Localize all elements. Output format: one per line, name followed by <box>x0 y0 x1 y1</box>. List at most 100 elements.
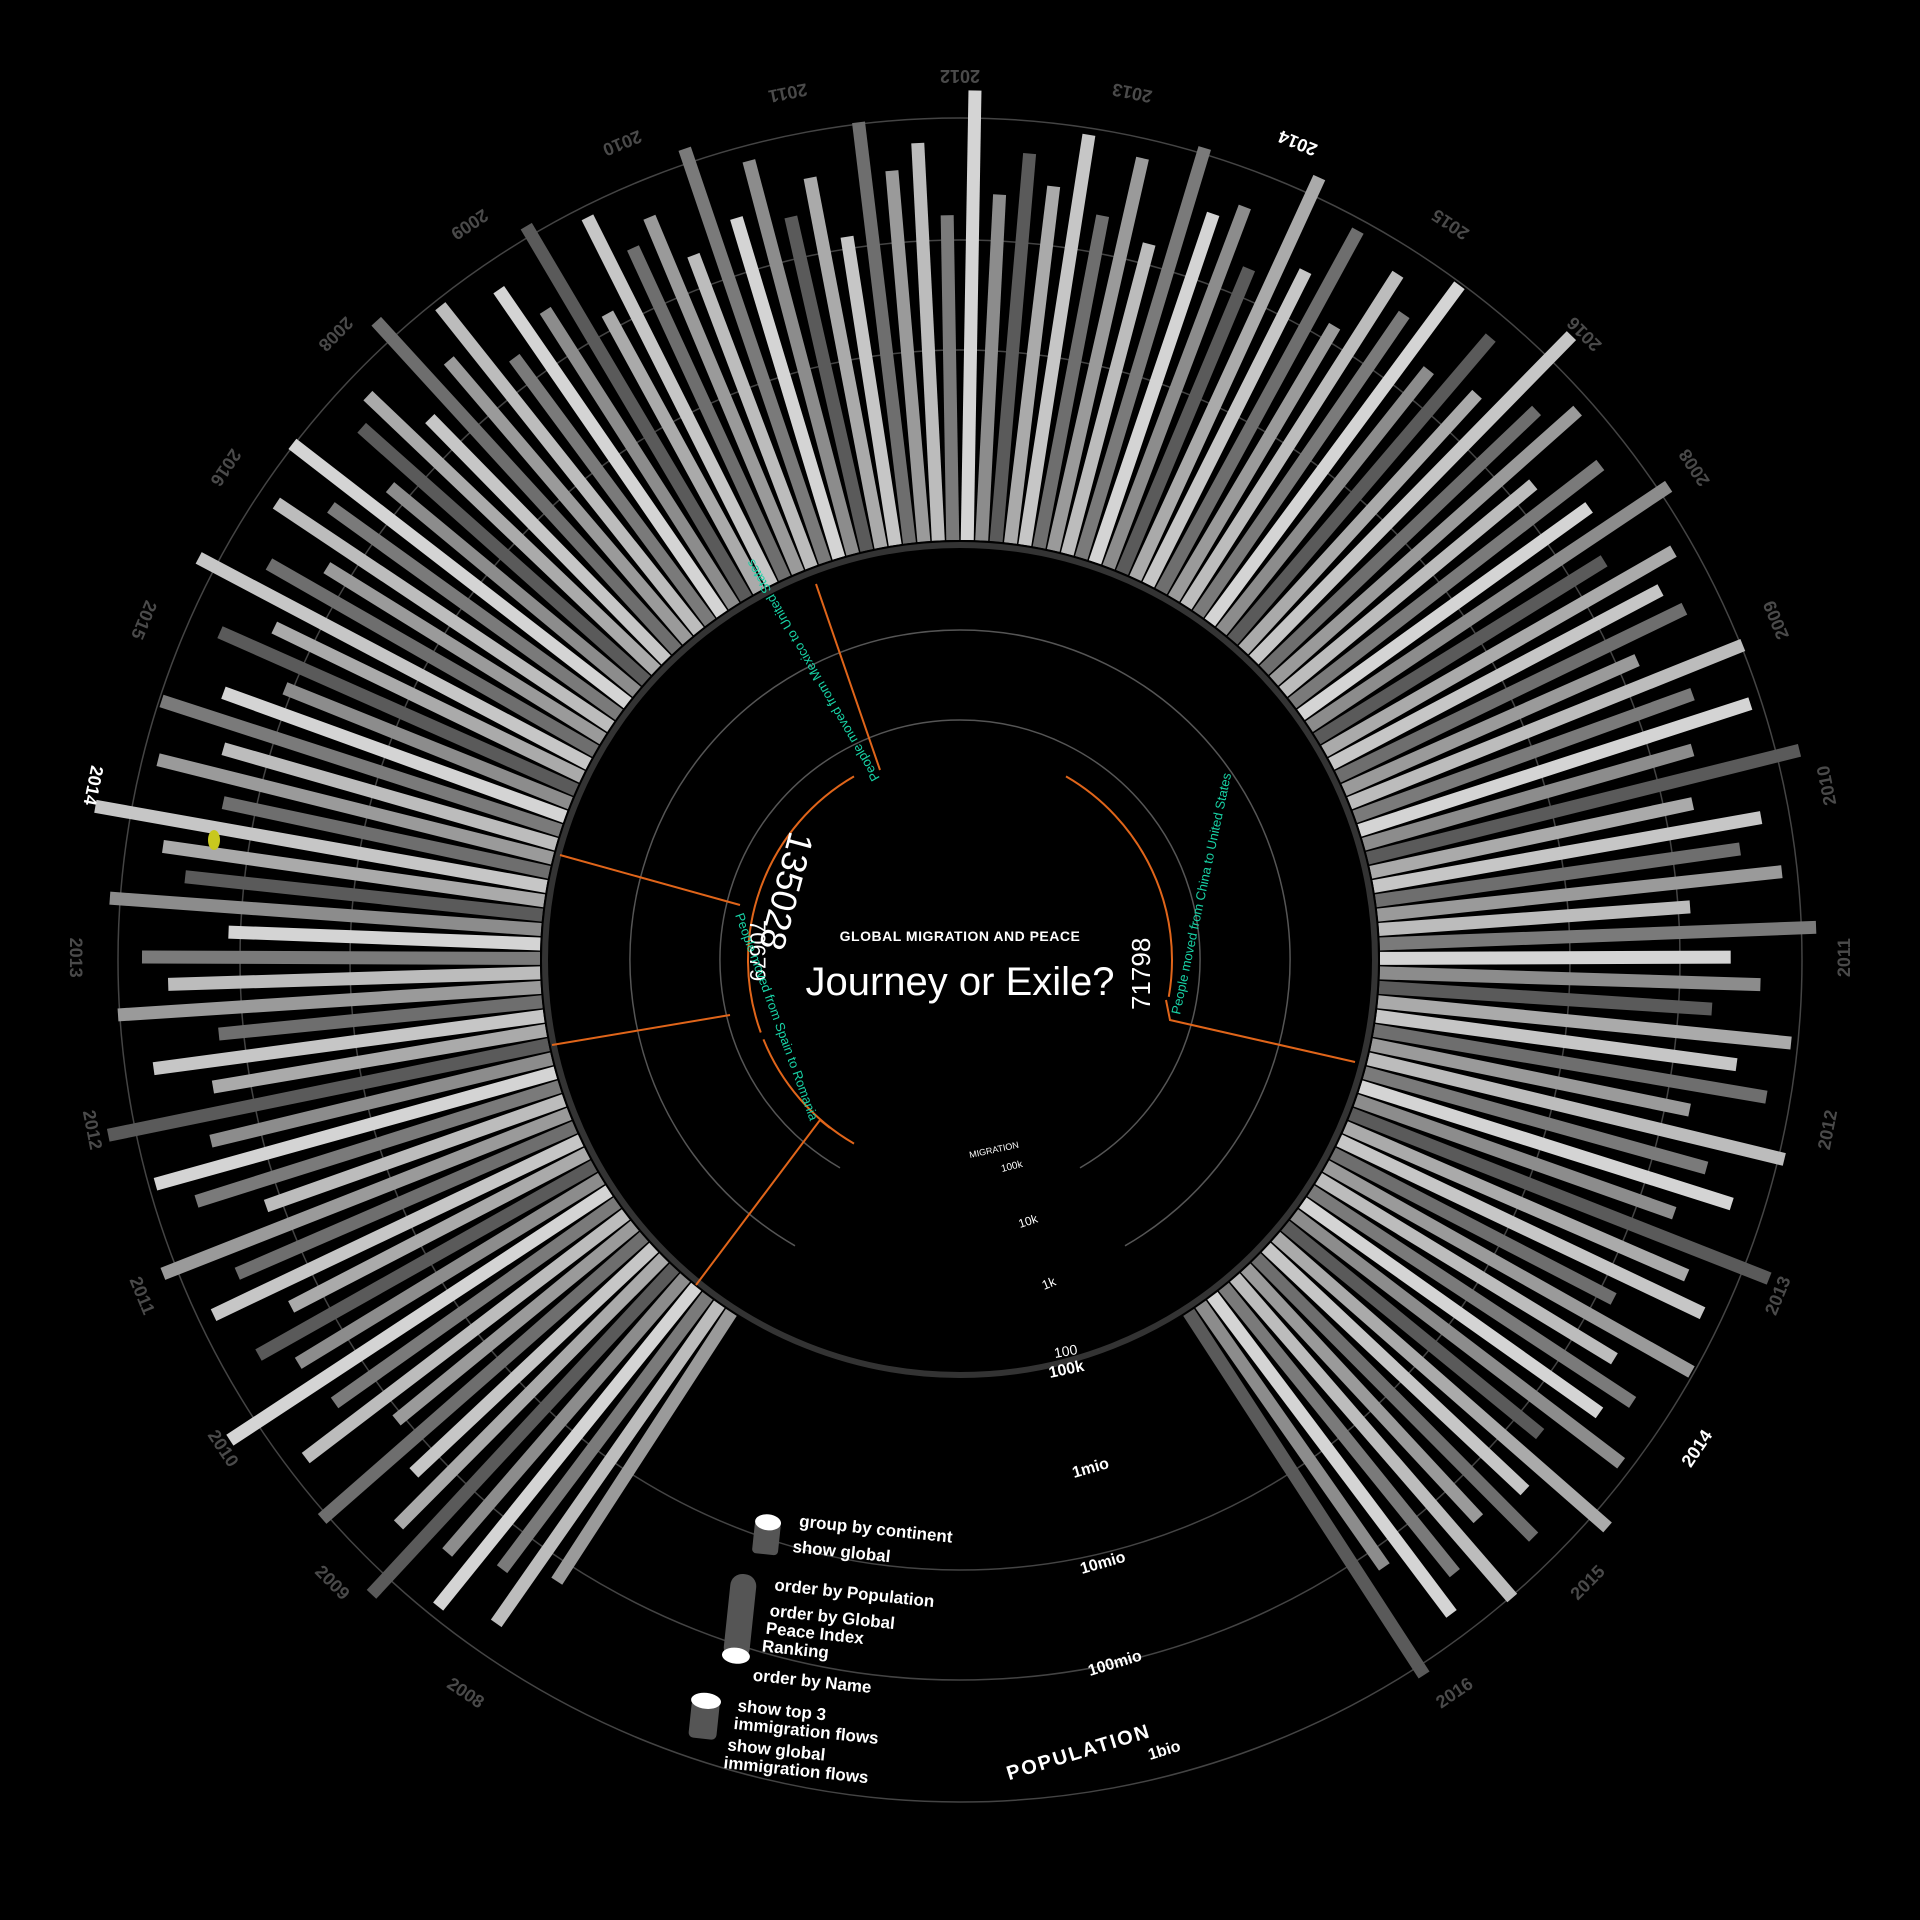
bar[interactable] <box>1271 1231 1612 1533</box>
bar[interactable] <box>960 90 982 541</box>
bar[interactable] <box>234 1121 578 1280</box>
bar[interactable] <box>1369 797 1695 879</box>
bar[interactable] <box>141 950 541 965</box>
bar[interactable] <box>1207 1291 1457 1618</box>
bar[interactable] <box>211 1024 548 1094</box>
bar[interactable] <box>1379 966 1761 992</box>
bar[interactable] <box>1378 900 1691 937</box>
show-global-option[interactable]: show global <box>791 1537 892 1567</box>
bar[interactable] <box>1032 214 1110 549</box>
bar[interactable] <box>1376 865 1783 922</box>
bar[interactable] <box>1375 1009 1738 1072</box>
bar[interactable] <box>159 694 563 837</box>
bar[interactable] <box>392 1220 639 1426</box>
bar[interactable] <box>1336 1134 1706 1320</box>
bar[interactable] <box>327 502 623 720</box>
bar[interactable] <box>106 1038 550 1142</box>
toggle-switch-group[interactable] <box>749 1511 788 1565</box>
bar[interactable] <box>1192 310 1410 618</box>
bar[interactable] <box>730 216 846 560</box>
bar[interactable] <box>1227 333 1496 645</box>
bar[interactable] <box>330 1197 622 1409</box>
bar[interactable] <box>1088 211 1220 565</box>
bar[interactable] <box>989 153 1037 543</box>
bar[interactable] <box>1102 204 1251 570</box>
bar[interactable] <box>1183 1308 1430 1679</box>
bar[interactable] <box>509 353 716 627</box>
bar[interactable] <box>255 1160 598 1361</box>
bar[interactable] <box>443 356 693 645</box>
bar[interactable] <box>1305 480 1673 733</box>
bar[interactable] <box>784 215 874 552</box>
bar[interactable] <box>221 686 568 823</box>
bar[interactable] <box>551 1308 737 1585</box>
bar[interactable] <box>1329 1147 1617 1305</box>
bar[interactable] <box>601 310 765 595</box>
bar[interactable] <box>643 214 804 576</box>
bar[interactable] <box>520 222 752 602</box>
bar[interactable] <box>1378 980 1713 1016</box>
bar[interactable] <box>742 159 859 556</box>
bar[interactable] <box>272 497 615 733</box>
bar[interactable] <box>282 682 573 810</box>
bar[interactable] <box>265 558 599 757</box>
bar[interactable] <box>294 1173 605 1369</box>
bar[interactable] <box>221 796 551 879</box>
bar[interactable] <box>184 870 544 922</box>
bar[interactable] <box>1307 1185 1637 1408</box>
bar[interactable] <box>385 482 641 697</box>
bar[interactable] <box>1195 1300 1390 1571</box>
bar[interactable] <box>1366 1052 1786 1166</box>
bar[interactable] <box>1290 1209 1626 1469</box>
bar[interactable] <box>1361 743 1695 851</box>
bar[interactable] <box>1357 697 1753 837</box>
bar[interactable] <box>1046 156 1149 552</box>
bar[interactable] <box>1377 995 1792 1050</box>
bar[interactable] <box>496 1291 713 1574</box>
bar[interactable] <box>366 1263 680 1599</box>
order-by-name-option[interactable]: order by Name <box>752 1665 873 1697</box>
bar[interactable] <box>687 252 818 570</box>
bar[interactable] <box>167 966 541 991</box>
bar[interactable] <box>317 1231 649 1524</box>
bar[interactable] <box>221 742 559 851</box>
bar[interactable] <box>1229 1273 1518 1603</box>
bar[interactable] <box>117 980 542 1022</box>
bar[interactable] <box>1168 322 1341 602</box>
bar[interactable] <box>1362 1066 1709 1175</box>
bar[interactable] <box>425 414 671 665</box>
bar[interactable] <box>1342 1121 1690 1282</box>
bar[interactable] <box>195 552 592 770</box>
bar[interactable] <box>1216 366 1434 636</box>
bar[interactable] <box>1358 1080 1734 1211</box>
bar[interactable] <box>1004 185 1061 544</box>
bar[interactable] <box>1335 602 1688 783</box>
bar[interactable] <box>442 1273 691 1557</box>
bar[interactable] <box>194 1080 562 1208</box>
bar[interactable] <box>490 1300 725 1628</box>
bar[interactable] <box>1142 268 1312 588</box>
bar[interactable] <box>109 891 542 937</box>
bar[interactable] <box>435 302 704 636</box>
bar[interactable] <box>1341 654 1640 796</box>
bar[interactable] <box>1322 1160 1695 1378</box>
bar[interactable] <box>1379 920 1817 951</box>
bar[interactable] <box>1204 281 1465 627</box>
bar[interactable] <box>1251 1253 1539 1542</box>
bar[interactable] <box>409 1242 659 1478</box>
bar[interactable] <box>1328 584 1664 770</box>
bar[interactable] <box>1353 1094 1677 1220</box>
bar[interactable] <box>1379 950 1731 965</box>
bar[interactable] <box>1218 1282 1460 1578</box>
bar[interactable] <box>1348 1107 1772 1285</box>
bar[interactable] <box>152 1009 545 1076</box>
bar[interactable] <box>1061 242 1156 556</box>
bar[interactable] <box>1370 1038 1691 1117</box>
bar[interactable] <box>1155 227 1364 595</box>
bar[interactable] <box>288 438 632 709</box>
bar[interactable] <box>94 799 548 893</box>
bar[interactable] <box>323 562 607 745</box>
bar[interactable] <box>1321 545 1677 757</box>
bar[interactable] <box>1238 389 1482 655</box>
bar[interactable] <box>1129 174 1326 582</box>
